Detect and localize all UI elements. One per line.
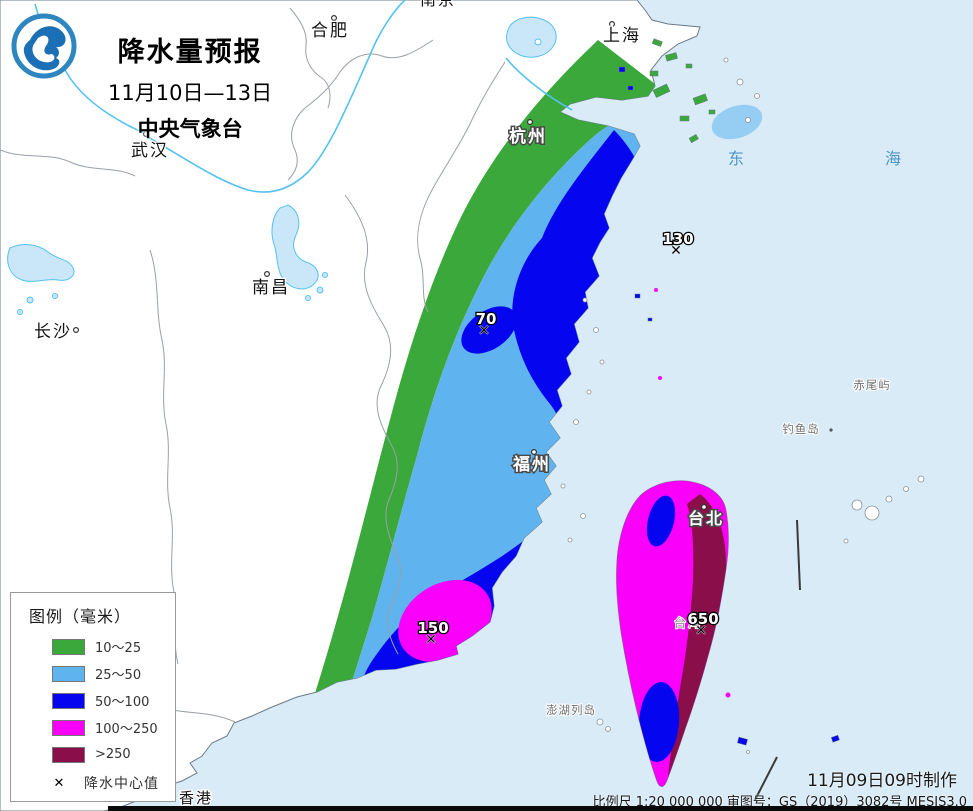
city-dot bbox=[608, 21, 615, 28]
precip-center-value: 150 bbox=[417, 619, 448, 637]
legend-row: 10～25 bbox=[52, 633, 175, 660]
sea-name-label: 东 bbox=[728, 149, 744, 168]
issued-time-label: 11月09日09时制作 bbox=[807, 771, 957, 791]
bottom-frame-bar bbox=[108, 806, 973, 811]
city-label: 台湾 bbox=[674, 615, 702, 630]
island-dot bbox=[829, 428, 833, 432]
city-label: 台北 bbox=[688, 509, 724, 528]
sea-name-label: 海 bbox=[885, 149, 901, 168]
qiantang-river bbox=[505, 57, 573, 111]
poyang-lake bbox=[271, 204, 319, 290]
city-label: 长沙 bbox=[34, 322, 72, 342]
band-50-100-blob-70 bbox=[461, 306, 517, 354]
taiwan-band-gt250 bbox=[667, 494, 727, 786]
dongting-lake bbox=[7, 244, 75, 282]
legend-title: 图例（毫米） bbox=[29, 607, 132, 626]
precip-center-x-icon: ✕ bbox=[425, 632, 437, 648]
city-dot bbox=[143, 131, 150, 138]
legend-range-label: 25～50 bbox=[95, 668, 142, 683]
precip-center-markers-layer: ✕130✕70✕150 ✕650 bbox=[416, 229, 720, 649]
legend-marker-label: 降水中心值 bbox=[84, 776, 159, 792]
city-label: 南昌 bbox=[252, 278, 290, 298]
precip-center-x-icon: ✕ bbox=[670, 243, 682, 259]
legend-swatch bbox=[52, 665, 85, 682]
city-dot bbox=[331, 15, 338, 22]
precip-center-value: 130 bbox=[662, 230, 693, 248]
island-name-label: 钓鱼岛 bbox=[782, 422, 820, 436]
cma-logo-icon bbox=[11, 13, 77, 79]
precip-center-x-icon: ✕ bbox=[478, 323, 490, 339]
legend-swatch bbox=[52, 638, 85, 655]
city-label: 福州 bbox=[512, 454, 551, 475]
legend-items: 10～25 25～50 50～100 100～250 >250 bbox=[11, 633, 175, 768]
legend-swatch bbox=[52, 692, 85, 709]
precip-center-x-icon: ✕ bbox=[53, 775, 65, 791]
city-dot bbox=[72, 327, 79, 334]
city-dot bbox=[526, 118, 533, 125]
islands bbox=[560, 38, 925, 754]
city-dot bbox=[530, 449, 537, 456]
legend-range-label: 50～100 bbox=[95, 695, 150, 710]
island-name-label: 澎湖列岛 bbox=[546, 703, 596, 717]
legend-swatch bbox=[52, 746, 85, 763]
city-label: 南京 bbox=[420, 0, 456, 9]
precip-center-value: 650 bbox=[687, 610, 718, 628]
precip-center-value: 70 bbox=[476, 310, 497, 328]
sea-boundary-lines bbox=[754, 519, 801, 801]
legend-row: 100～250 bbox=[52, 714, 175, 741]
taiwan-band-50-100-nw bbox=[646, 495, 676, 547]
legend-swatch bbox=[52, 719, 85, 736]
city-dot bbox=[700, 504, 707, 511]
legend-range-label: 100～250 bbox=[95, 722, 158, 737]
city-label: 武汉 bbox=[131, 141, 169, 161]
lakes bbox=[7, 16, 557, 315]
island-name-label: 赤尾屿 bbox=[853, 378, 891, 392]
cma-logo-swirl bbox=[23, 26, 66, 71]
legend-row: >250 bbox=[52, 741, 175, 768]
legend-row: 25～50 bbox=[52, 660, 175, 687]
precip-center-x-icon: ✕ bbox=[695, 623, 707, 639]
legend-range-label: >250 bbox=[95, 747, 131, 762]
city-dot bbox=[264, 271, 271, 278]
city-label: 合肥 bbox=[311, 21, 349, 41]
legend-row: 50～100 bbox=[52, 687, 175, 714]
city-label: 杭州 bbox=[509, 126, 547, 147]
legend-box: 图例（毫米） 10～25 25～50 50～100 100～250 >250 ✕ 降水中… bbox=[10, 592, 176, 802]
city-label: 上海 bbox=[603, 26, 641, 46]
taihu-lake bbox=[506, 16, 557, 58]
taiwan-band-50-100-s bbox=[638, 682, 680, 762]
city-label: 香港 bbox=[179, 789, 213, 807]
yangtze-river bbox=[145, 0, 406, 193]
legend-range-label: 10～25 bbox=[95, 641, 142, 656]
legend-marker-row: ✕ 降水中心值 bbox=[52, 770, 175, 796]
sea-labels-layer: 东海 bbox=[728, 149, 901, 168]
